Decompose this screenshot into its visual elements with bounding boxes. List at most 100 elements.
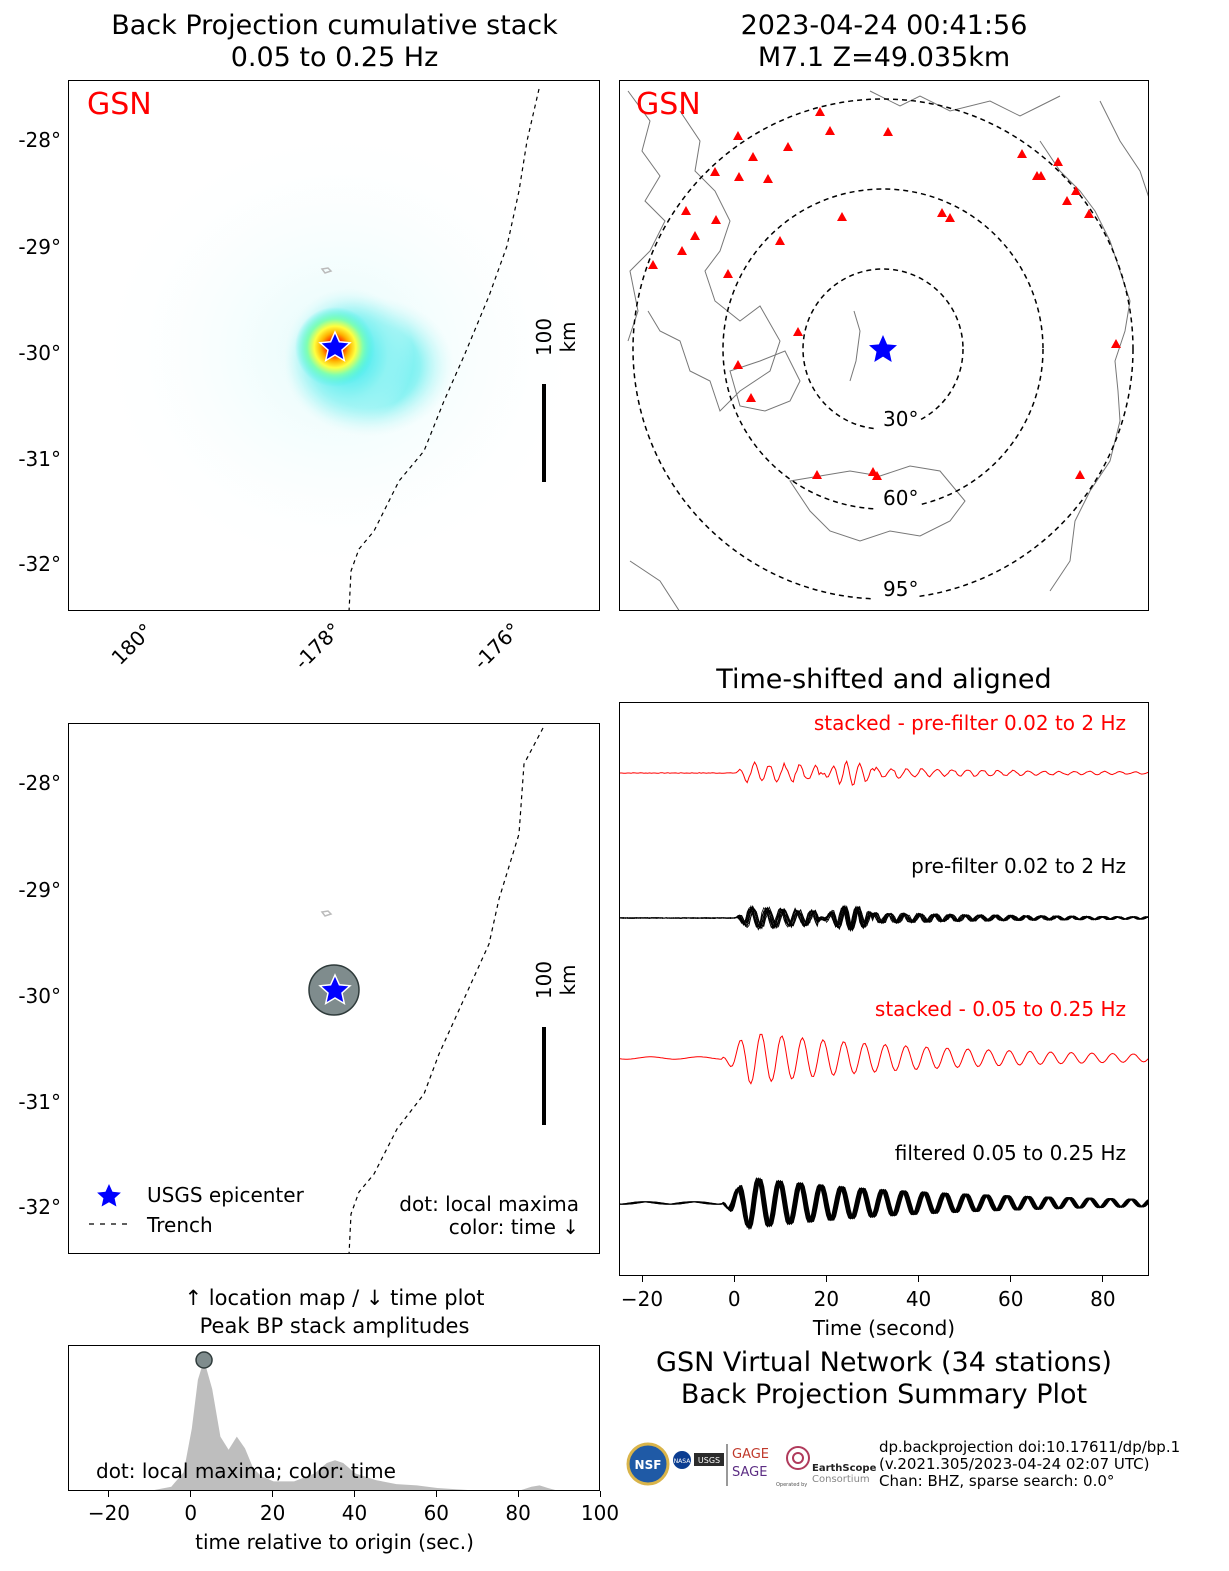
station-map-svg [627, 90, 1148, 610]
trace-stacked-filtered [620, 1033, 1148, 1085]
lon-tick: -176° [468, 617, 525, 675]
trace-filtered [620, 1179, 1148, 1230]
event-title: 2023-04-24 00:41:56 M7.1 Z=49.035km [619, 10, 1149, 74]
island-outline-2 [320, 910, 333, 917]
ring-30 [802, 268, 964, 430]
peak-xtick-mark [435, 1491, 437, 1497]
peak-amplitude-panel: dot: local maxima; color: time [68, 1345, 600, 1491]
trace-label-stack-broad: stacked - pre-filter 0.02 to 2 Hz [813, 711, 1126, 735]
earthscope-logo-inner-icon [792, 1452, 804, 1464]
peak-xtick-mark [599, 1491, 601, 1497]
ring-60 [722, 188, 1044, 510]
trace-xtick-label: 80 [1090, 1287, 1116, 1311]
scale-bar-label: 100 km [532, 317, 580, 357]
peak-title-line1: ↑ location map / ↓ time plot [184, 1286, 485, 1310]
peak-xtick-mark [353, 1491, 355, 1497]
legend-star-icon [97, 1184, 121, 1207]
lat-tick: -28° [18, 128, 61, 152]
lat-tick: -29° [18, 235, 61, 259]
ring-95-bg [874, 577, 918, 601]
peak-xlabel: time relative to origin (sec.) [195, 1530, 474, 1554]
ring-60-bg [874, 486, 918, 510]
gsn-label-map: GSN [636, 87, 701, 122]
ring-label-30: 30° [883, 407, 919, 431]
trace-xtick-label: 0 [727, 1287, 741, 1311]
scale-bar-label-2: 100 km [532, 960, 580, 1000]
trace-panel: stacked - pre-filter 0.02 to 2 Hz pre-fi… [619, 702, 1149, 1276]
trace-broadband [620, 905, 1148, 931]
peak-xtick-mark [108, 1491, 110, 1497]
peak-xtick-label: 20 [259, 1501, 286, 1525]
trace-xtick-mark [918, 1276, 920, 1282]
trace-label-stack-filt: stacked - 0.05 to 0.25 Hz [874, 997, 1126, 1021]
nasa-logo-icon [673, 1451, 691, 1469]
consortium-logo-text: Consortium [812, 1474, 870, 1485]
peak-xtick-label: 80 [505, 1501, 531, 1525]
peak-title: ↑ location map / ↓ time plot Peak BP sta… [69, 1284, 600, 1340]
trace-xtick-mark [733, 1276, 735, 1282]
summary-title: GSN Virtual Network (34 stations) Back P… [619, 1347, 1149, 1411]
nsf-logo-text: NSF [635, 1458, 662, 1472]
footer-line3: Chan: BHZ, sparse search: 0.0° [879, 1472, 1115, 1490]
peak-note: dot: local maxima; color: time [96, 1459, 396, 1483]
trace-label-filt: filtered 0.05 to 0.25 Hz [894, 1141, 1126, 1165]
peak-xtick-mark [517, 1491, 519, 1497]
epicenter-star-icon-2 [318, 973, 352, 1006]
event-title-line2: M7.1 Z=49.035km [757, 42, 1011, 73]
trace-xtick-label: 60 [998, 1287, 1024, 1311]
trace-filtered [620, 1178, 1148, 1231]
peak-amplitude-svg [154, 1351, 556, 1490]
bp-title-line1: Back Projection cumulative stack [111, 10, 558, 41]
station-markers [648, 107, 1121, 480]
trace-filtered [620, 1177, 1148, 1230]
bp-title: Back Projection cumulative stack 0.05 to… [69, 10, 600, 74]
summary-line2: Back Projection Summary Plot [680, 1379, 1088, 1410]
footer-text: dp.backprojection doi:10.17611/dp/bp.1 (… [879, 1439, 1180, 1490]
logo-strip-svg: NSF NASA USGS GAGE SAGE Operated by Eart… [626, 1442, 877, 1488]
trace-stacked-broadband [620, 759, 1148, 786]
peak-xtick-mark [190, 1491, 192, 1497]
location-map-svg [89, 727, 546, 1253]
operated-by-text: Operated by [776, 1482, 807, 1488]
footer-line2: (v.2021.305/2023-04-24 02:07 UTC) [879, 1455, 1150, 1473]
ring-30-bg [874, 407, 918, 431]
trace-title: Time-shifted and aligned [716, 664, 1052, 695]
ring-label-60: 60° [883, 486, 919, 510]
peak-amplitude-area [154, 1360, 556, 1490]
legend-epicenter-label: USGS epicenter [147, 1183, 304, 1207]
lon-tick: -178° [289, 617, 346, 675]
lat-tick: -28° [18, 771, 61, 795]
trace-xtick-mark [1102, 1276, 1104, 1282]
earthscope-logo-icon [786, 1446, 810, 1470]
trace-xtick-label: 20 [813, 1287, 840, 1311]
trace-svg [620, 759, 1148, 1231]
trace-filtered [620, 1177, 1148, 1230]
earthscope-logo-text: EarthScope [812, 1463, 877, 1474]
lat-tick: -30° [18, 984, 61, 1008]
epicenter-map-star-icon [869, 335, 897, 362]
bp-heatmap-svg [89, 88, 589, 610]
trace-filtered [620, 1178, 1148, 1231]
gsn-label: GSN [87, 87, 152, 122]
peak-xtick-label: −20 [87, 1501, 131, 1525]
peak-xtick-label: 100 [580, 1501, 620, 1525]
event-title-line1: 2023-04-24 00:41:56 [740, 10, 1028, 41]
map-note-2: color: time ↓ [448, 1215, 579, 1239]
lat-tick: -30° [18, 341, 61, 365]
distance-rings [632, 98, 1134, 600]
lat-tick: -32° [18, 1195, 61, 1219]
trace-xlabel: Time (second) [812, 1316, 956, 1340]
trace-xtick-label: −20 [620, 1287, 664, 1311]
peak-xtick-mark [272, 1491, 274, 1497]
peak-dot [195, 1351, 213, 1369]
ring-label-95: 95° [883, 577, 919, 601]
peak-xtick-label: 60 [423, 1501, 450, 1525]
nasa-logo-text: NASA [674, 1458, 692, 1465]
trace-filtered [620, 1177, 1148, 1229]
trace-xtick-mark [641, 1276, 643, 1282]
trace-filtered [620, 1177, 1148, 1228]
trace-xtick-mark [825, 1276, 827, 1282]
lon-tick: 180° [106, 618, 158, 670]
lat-tick: -31° [18, 1090, 61, 1114]
map-note-1: dot: local maxima [399, 1192, 579, 1216]
